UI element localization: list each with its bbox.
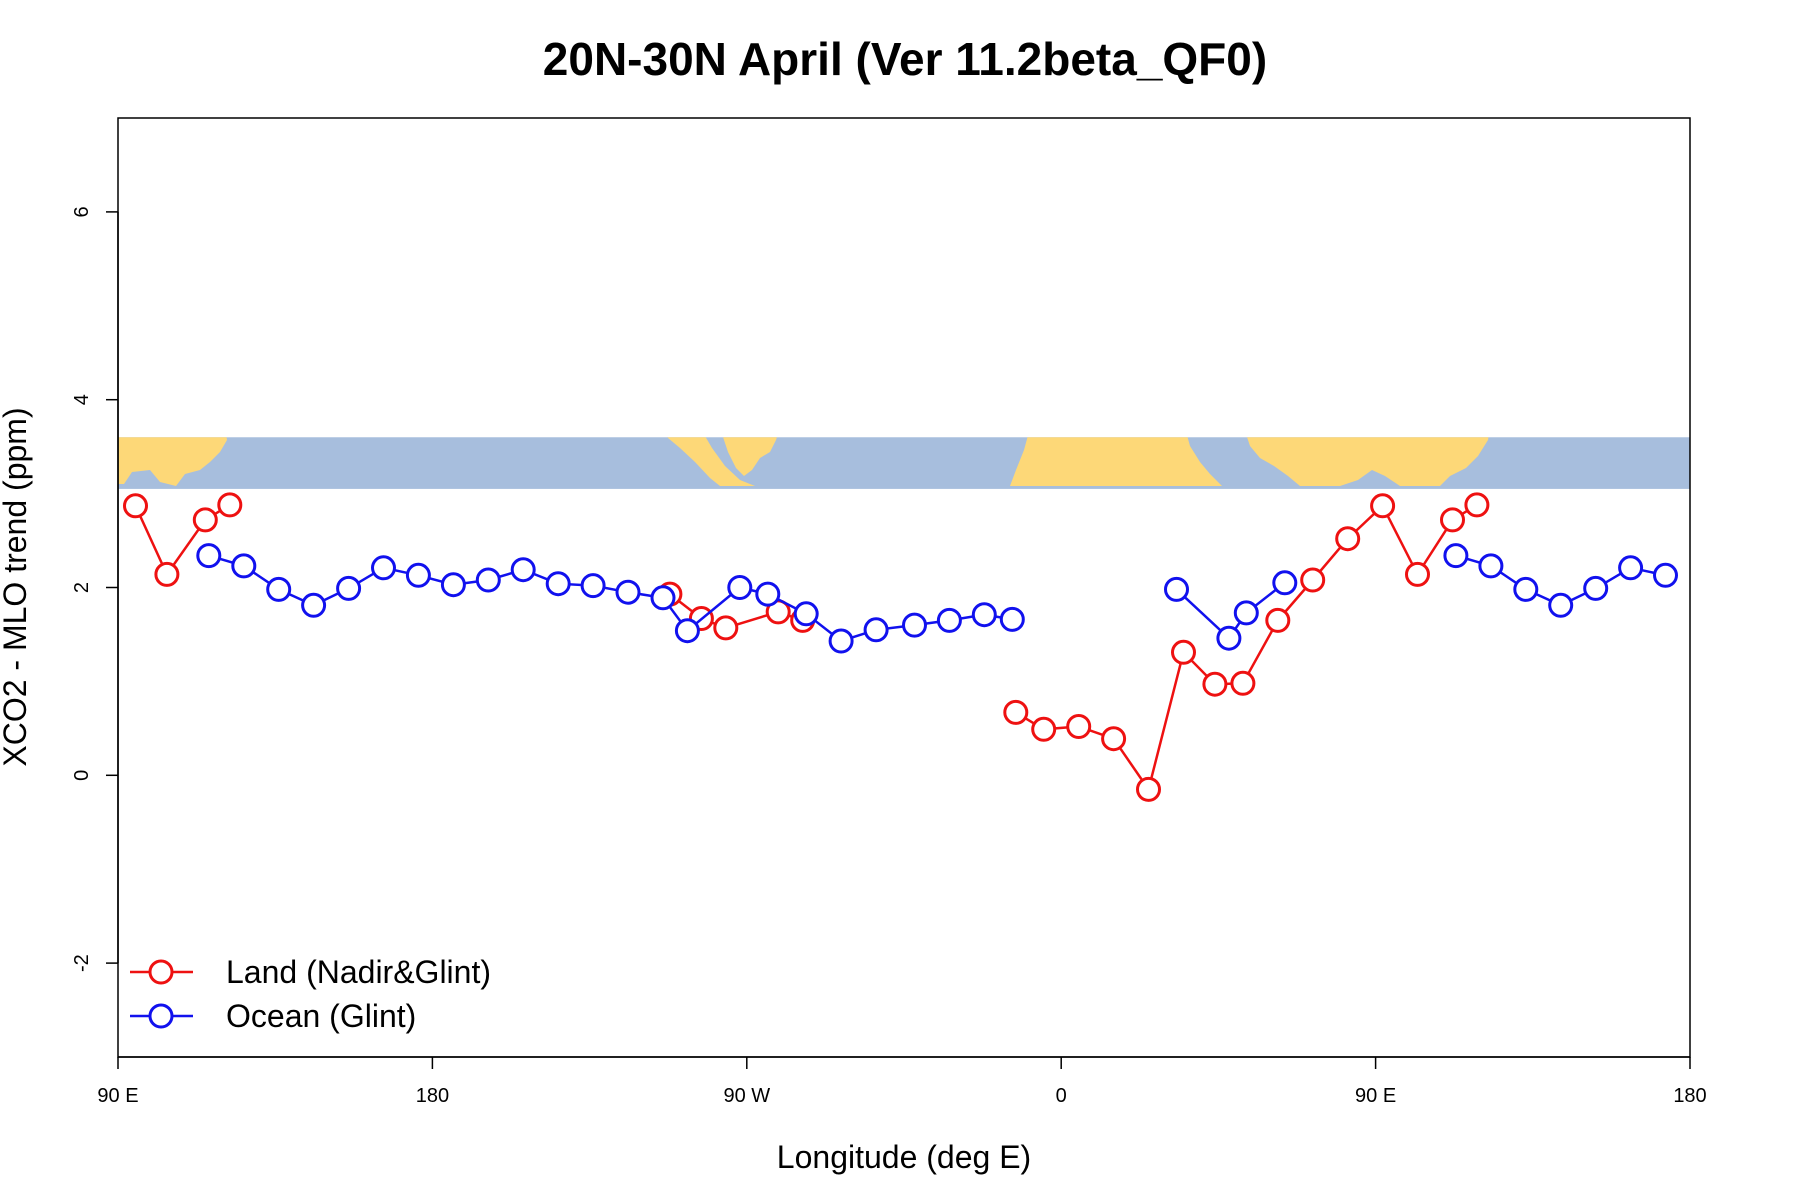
x-tick-label: 180 xyxy=(416,1085,449,1107)
data-point xyxy=(999,606,1025,632)
data-point xyxy=(971,602,997,628)
x-axis: 90 E 180 90 W 0 90 E 180 xyxy=(97,1056,1707,1107)
x-tick-label: 0 xyxy=(1056,1085,1067,1107)
legend-label: Land (Nadir&Glint) xyxy=(226,954,491,990)
data-point xyxy=(1233,600,1259,626)
data-point xyxy=(650,585,676,611)
series-line xyxy=(1175,581,1286,641)
y-axis-title: XCO2 - MLO trend (ppm) xyxy=(0,407,33,766)
data-point xyxy=(510,557,536,583)
x-tick-label: 90 E xyxy=(1355,1085,1396,1107)
land-shape xyxy=(1010,437,1222,486)
data-point xyxy=(1216,625,1242,651)
data-point xyxy=(1136,776,1161,802)
data-point xyxy=(1031,716,1057,742)
data-point xyxy=(123,493,148,519)
land-shape xyxy=(667,437,755,486)
y-tick-label: 4 xyxy=(71,394,93,405)
data-point xyxy=(674,618,700,644)
data-point xyxy=(615,579,641,605)
legend-marker xyxy=(148,1003,174,1029)
data-point xyxy=(154,561,180,587)
legend-item: Land (Nadir&Glint) xyxy=(130,954,491,990)
data-point xyxy=(301,592,327,618)
data-point xyxy=(475,567,501,593)
x-axis-title: Longitude (deg E) xyxy=(777,1139,1031,1175)
legend-item: Ocean (Glint) xyxy=(130,998,416,1034)
chart-title: 20N-30N April (Ver 11.2beta_QF0) xyxy=(543,33,1267,85)
x-tick-label: 180 xyxy=(1673,1085,1706,1107)
data-point xyxy=(902,612,927,638)
y-tick-label: 0 xyxy=(71,770,93,781)
data-point xyxy=(580,573,606,599)
data-point xyxy=(1265,607,1291,633)
data-point xyxy=(1300,567,1326,593)
data-point xyxy=(1066,714,1092,739)
data-point xyxy=(231,553,257,579)
data-point xyxy=(440,572,466,598)
series-line xyxy=(208,554,1013,643)
data-point xyxy=(266,576,292,602)
series-line xyxy=(1015,503,1478,793)
series-land xyxy=(123,492,1490,802)
data-point xyxy=(1370,493,1396,519)
data-point xyxy=(545,571,571,597)
data-point xyxy=(936,607,962,633)
data-point xyxy=(1464,492,1490,518)
data-point xyxy=(1440,507,1465,533)
y-tick-label: 2 xyxy=(71,582,93,593)
legend: Land (Nadir&Glint) Ocean (Glint) xyxy=(130,954,491,1034)
data-point xyxy=(727,575,753,600)
data-point xyxy=(793,601,819,627)
map-strip xyxy=(118,437,1690,489)
land-shape xyxy=(723,437,777,476)
data-point xyxy=(1202,671,1228,697)
data-point xyxy=(1101,726,1127,752)
y-tick-label: -2 xyxy=(71,954,93,972)
y-tick-label: 6 xyxy=(71,206,93,217)
data-point xyxy=(336,575,362,601)
x-tick-label: 90 W xyxy=(723,1085,770,1107)
data-point xyxy=(1335,526,1361,552)
data-point xyxy=(755,581,781,607)
data-point xyxy=(1548,592,1574,618)
land-shape xyxy=(118,437,227,486)
series-ocean xyxy=(196,543,1678,654)
series-layer xyxy=(123,492,1678,802)
x-tick-label: 90 E xyxy=(97,1085,138,1107)
data-point xyxy=(1405,561,1430,587)
data-point xyxy=(863,617,889,643)
data-point xyxy=(1003,699,1029,725)
data-point xyxy=(1164,576,1189,602)
data-point xyxy=(1618,555,1644,581)
data-point xyxy=(1171,639,1196,665)
data-point xyxy=(1272,570,1298,596)
data-point xyxy=(828,628,854,654)
series-line xyxy=(134,503,231,577)
legend-label: Ocean (Glint) xyxy=(226,998,416,1034)
data-point xyxy=(1443,543,1469,569)
land-shape xyxy=(1247,437,1489,486)
data-point xyxy=(371,555,396,581)
data-point xyxy=(1653,562,1678,588)
data-point xyxy=(1478,553,1504,579)
data-point xyxy=(192,507,218,533)
map-land-shapes xyxy=(118,437,1489,486)
data-point xyxy=(405,562,431,588)
data-point xyxy=(1513,576,1539,602)
plot-area xyxy=(117,117,1691,1058)
y-axis: -2 0 2 4 6 xyxy=(71,206,119,972)
data-point xyxy=(1230,670,1256,696)
data-point xyxy=(713,615,739,641)
legend-marker xyxy=(148,959,174,985)
data-point xyxy=(1583,575,1609,601)
data-point xyxy=(217,492,243,518)
data-point xyxy=(196,543,222,569)
